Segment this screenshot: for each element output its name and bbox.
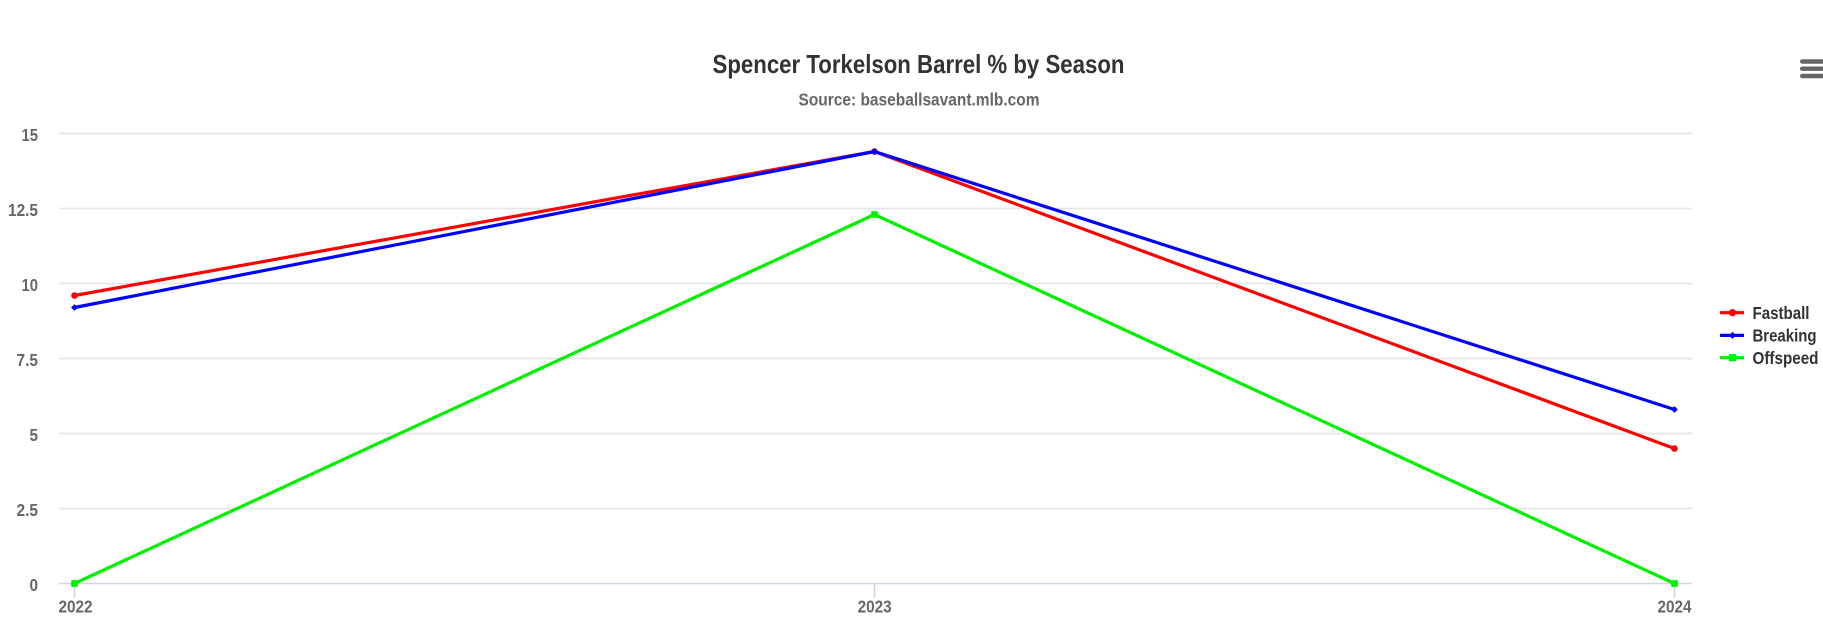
svg-text:0: 0 <box>30 575 39 595</box>
svg-text:5: 5 <box>30 425 39 445</box>
svg-text:7.5: 7.5 <box>17 350 39 370</box>
svg-text:Fastball: Fastball <box>1753 303 1810 323</box>
svg-text:10: 10 <box>22 275 39 295</box>
svg-text:2024: 2024 <box>1658 597 1692 617</box>
svg-text:Spencer Torkelson Barrel % by: Spencer Torkelson Barrel % by Season <box>713 49 1125 79</box>
svg-text:Source: baseballsavant.mlb.com: Source: baseballsavant.mlb.com <box>799 90 1040 110</box>
svg-text:2022: 2022 <box>59 597 93 617</box>
svg-text:2023: 2023 <box>858 597 892 617</box>
svg-text:Offspeed: Offspeed <box>1753 348 1819 368</box>
svg-text:15: 15 <box>22 125 39 145</box>
svg-text:12.5: 12.5 <box>8 200 38 220</box>
svg-text:2.5: 2.5 <box>17 500 39 520</box>
svg-text:Breaking: Breaking <box>1753 326 1817 346</box>
